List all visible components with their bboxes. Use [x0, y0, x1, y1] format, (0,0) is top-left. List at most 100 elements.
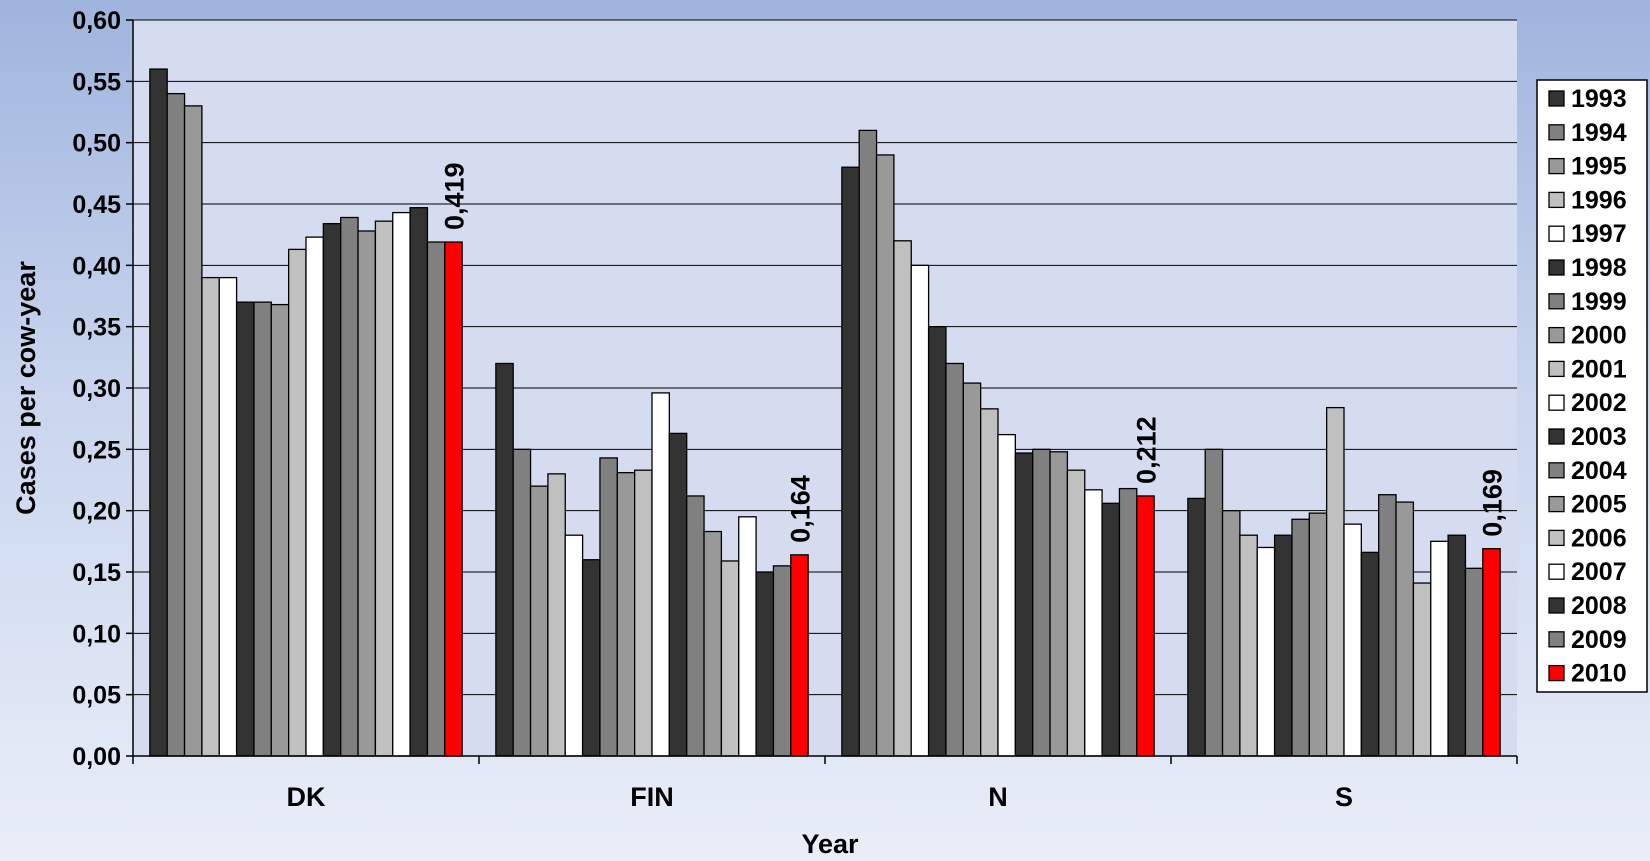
legend-label-1997: 1997	[1571, 220, 1627, 248]
bar-FIN-1994	[512, 448, 532, 757]
bar-N-2010	[1136, 495, 1155, 757]
bar-FIN-2006	[720, 560, 740, 757]
bar-DK-1997	[218, 276, 238, 757]
legend-swatch-2002	[1548, 394, 1565, 411]
bar-FIN-2001	[634, 469, 653, 757]
bar-S-1997	[1256, 546, 1276, 757]
legend-swatch-2000	[1548, 326, 1565, 344]
bar-S-2005	[1395, 501, 1415, 757]
bar-N-2003	[1014, 452, 1034, 757]
bar-S-1994	[1204, 448, 1224, 757]
legend-swatch-1994	[1548, 124, 1565, 141]
data-label-S: 0,169	[1477, 469, 1507, 537]
legend-swatch-2009	[1548, 631, 1565, 648]
bar-S-2002	[1343, 523, 1363, 757]
bar-S-1993	[1187, 497, 1206, 757]
legend-swatch-1995	[1548, 157, 1565, 175]
bar-DK-1995	[183, 105, 203, 757]
bar-S-2008	[1447, 534, 1467, 757]
bar-N-2000	[962, 382, 982, 757]
legend-label-1996: 1996	[1571, 186, 1627, 214]
bar-DK-2000	[270, 303, 290, 757]
bar-S-2003	[1360, 551, 1380, 757]
legend-label-2007: 2007	[1571, 558, 1627, 586]
legend-swatch-2010	[1548, 664, 1565, 682]
bar-DK-2010	[444, 241, 463, 757]
bar-S-1999	[1291, 518, 1310, 757]
bar-FIN-1999	[599, 457, 618, 757]
y-tick-label: 0,55	[72, 68, 121, 96]
legend-label-2008: 2008	[1571, 592, 1627, 620]
legend-swatch-2008	[1548, 597, 1565, 614]
bar-DK-2002	[305, 236, 325, 757]
bar-FIN-2004	[686, 495, 705, 757]
legend-label-2006: 2006	[1571, 524, 1627, 552]
bar-S-1996	[1239, 534, 1258, 757]
bar-FIN-1993	[495, 362, 514, 757]
y-axis-title: Cases per cow-year	[11, 261, 41, 515]
y-tick-label: 0,10	[72, 620, 121, 648]
bar-S-2009	[1464, 567, 1484, 757]
legend-swatch-2001	[1548, 360, 1565, 378]
bar-FIN-1998	[581, 559, 601, 757]
legend-label-1995: 1995	[1571, 153, 1627, 181]
bar-N-2009	[1118, 487, 1138, 757]
bar-N-1993	[841, 166, 860, 757]
legend-label-1998: 1998	[1571, 254, 1627, 282]
y-tick-label: 0,05	[72, 682, 121, 710]
x-category-label: FIN	[630, 782, 674, 812]
bar-S-1998	[1273, 534, 1293, 757]
bar-N-1996	[893, 240, 912, 757]
x-category-label: S	[1335, 782, 1353, 812]
bar-N-2006	[1066, 469, 1086, 757]
y-tick-label: 0,60	[72, 7, 121, 35]
bar-DK-2005	[357, 230, 377, 757]
bar-S-2000	[1308, 512, 1328, 757]
data-label-DK: 0,419	[439, 162, 469, 230]
legend-swatch-1993	[1548, 90, 1565, 107]
bar-DK-2001	[287, 248, 307, 757]
bar-DK-1999	[253, 301, 272, 757]
legend-swatch-2003	[1548, 428, 1565, 445]
axes	[126, 19, 1518, 764]
bar-DK-2008	[409, 207, 429, 757]
legend-label-2005: 2005	[1571, 491, 1627, 519]
legend-label-2002: 2002	[1571, 389, 1627, 417]
y-tick-label: 0,45	[72, 191, 121, 219]
bar-S-2004	[1378, 494, 1397, 757]
legend-label-2000: 2000	[1571, 322, 1627, 350]
legend-label-2003: 2003	[1571, 423, 1627, 451]
legend-label-2004: 2004	[1571, 457, 1627, 485]
y-tick-label: 0,25	[72, 436, 121, 464]
bar-N-2007	[1084, 489, 1103, 757]
bar-N-1994	[858, 129, 878, 757]
legend-swatch-1996	[1548, 191, 1565, 209]
legend-swatch-2006	[1548, 529, 1565, 547]
legend-label-2010: 2010	[1571, 660, 1627, 688]
legend-swatch-1998	[1548, 259, 1565, 276]
legend: 1993 1994 1995 1996 1997 1998 1999 2000 2001 2002…	[1536, 79, 1648, 693]
bar-N-1995	[875, 154, 895, 757]
bar-DK-2009	[426, 241, 446, 757]
legend-swatch-1999	[1548, 293, 1565, 310]
bar-DK-1993	[149, 68, 168, 757]
bar-FIN-1995	[529, 485, 549, 757]
x-axis-title: Year	[801, 829, 859, 859]
x-category-label: DK	[287, 782, 326, 812]
bar-N-1999	[945, 362, 964, 757]
legend-label-1993: 1993	[1571, 85, 1627, 113]
bar-FIN-2002	[651, 392, 671, 757]
bar-DK-2004	[340, 216, 359, 757]
bar-DK-1998	[235, 301, 255, 757]
y-tick-label: 0,00	[72, 743, 121, 771]
legend-swatch-1997	[1548, 225, 1565, 242]
x-category-label: N	[988, 782, 1008, 812]
legend-swatch-2007	[1548, 563, 1565, 580]
bar-FIN-1997	[564, 534, 584, 757]
bar-S-2001	[1326, 406, 1345, 757]
legend-label-2009: 2009	[1571, 626, 1627, 654]
bar-S-2007	[1430, 540, 1449, 757]
x-category-labels: DK FIN N S	[287, 782, 1354, 812]
y-tick-label: 0,30	[72, 375, 121, 403]
bar-FIN-2007	[738, 516, 757, 757]
